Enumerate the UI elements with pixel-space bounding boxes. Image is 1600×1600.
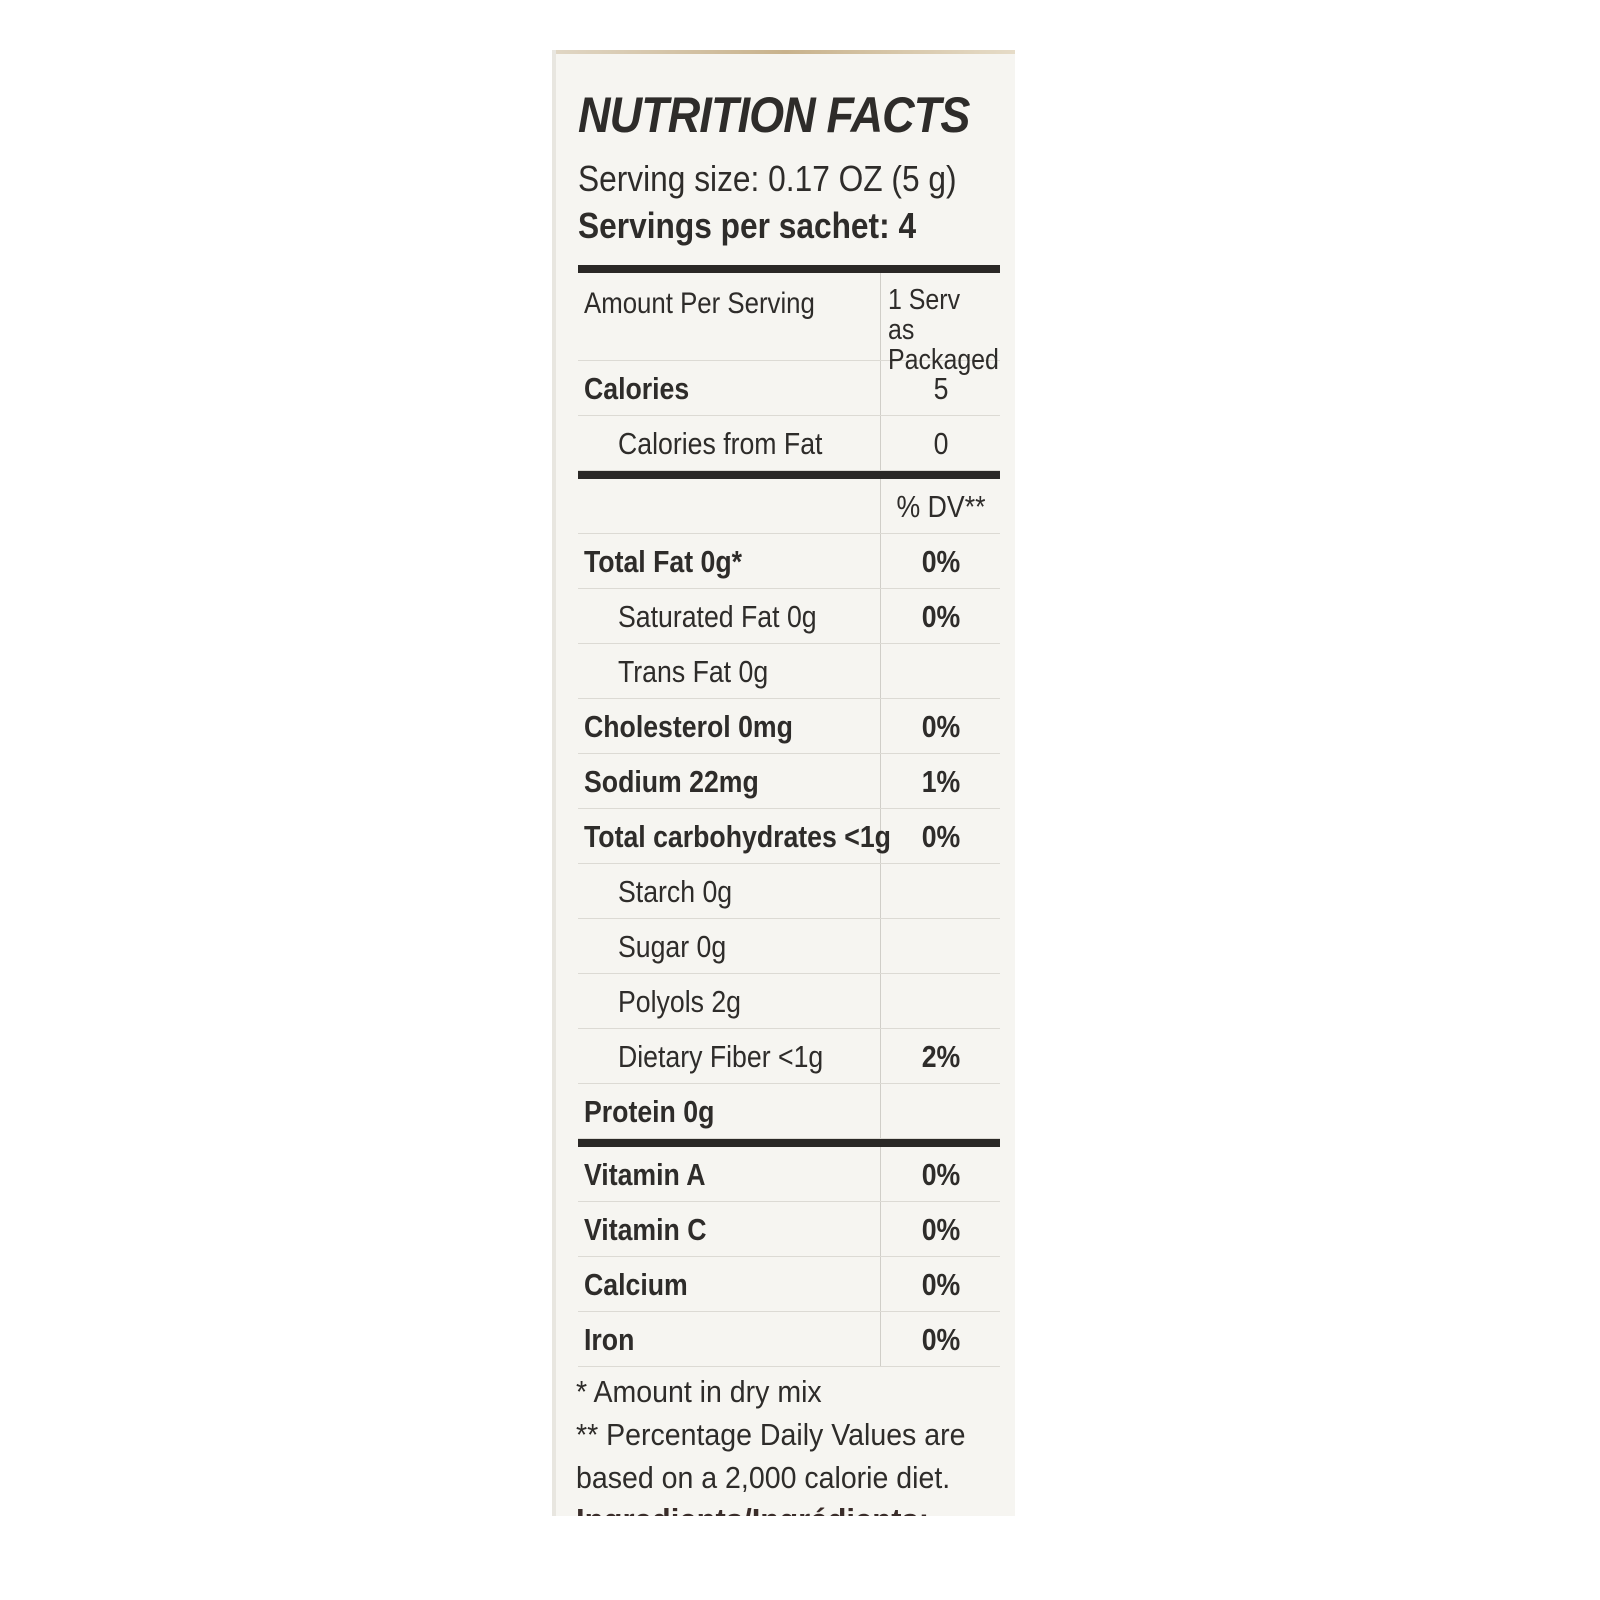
- nutrient-label: Iron: [584, 1322, 635, 1357]
- thick-divider: [578, 265, 1000, 273]
- nutrient-label: Sodium 22mg: [584, 764, 759, 799]
- nutrient-label: Calcium: [584, 1267, 688, 1302]
- nutrient-label: Dietary Fiber <1g: [618, 1039, 824, 1074]
- nutrient-label: Total carbohydrates <1g: [584, 819, 891, 854]
- nutrient-row: Iron 0%: [578, 1312, 1000, 1367]
- table-header-row: Amount Per Serving 1 Serv as Packaged: [578, 273, 1000, 375]
- nutrient-label: Saturated Fat 0g: [618, 599, 817, 634]
- nutrient-value: 0%: [921, 1157, 961, 1192]
- serving-column-header: 1 Serv as Packaged: [888, 284, 999, 376]
- nutrition-table: Amount Per Serving 1 Serv as Packaged Cal…: [578, 265, 1000, 1367]
- nutrient-row: Total carbohydrates <1g 0%: [578, 809, 1000, 864]
- nutrient-value: 0%: [921, 709, 961, 744]
- amount-per-serving-label: Amount Per Serving: [584, 287, 815, 320]
- nutrient-value: 5: [933, 371, 949, 406]
- nutrient-row: Sodium 22mg 1%: [578, 754, 1000, 809]
- nutrient-value: 0%: [921, 599, 961, 634]
- nutrient-row: Starch 0g: [578, 864, 1000, 919]
- nutrient-label: Starch 0g: [618, 874, 733, 909]
- dv-header: % DV**: [896, 489, 986, 524]
- nutrient-label: Trans Fat 0g: [618, 654, 769, 689]
- nutrient-label: Vitamin A: [584, 1157, 706, 1192]
- footnotes: * Amount in dry mix ** Percentage Daily …: [576, 1370, 965, 1499]
- nutrient-row: Vitamin A 0%: [578, 1147, 1000, 1202]
- label-title: NUTRITION FACTS: [578, 87, 970, 143]
- thick-divider: [578, 1139, 1000, 1147]
- nutrient-label: Total Fat 0g*: [584, 544, 742, 579]
- nutrient-row: Trans Fat 0g: [578, 644, 1000, 699]
- servings-per-container: Servings per sachet: 4: [578, 205, 917, 246]
- nutrient-value: 0%: [921, 1322, 961, 1357]
- nutrient-label: Protein 0g: [584, 1094, 715, 1129]
- nutrient-row: Vitamin C 0%: [578, 1202, 1000, 1257]
- nutrient-label: Calories: [584, 371, 690, 406]
- nutrient-label: Calories from Fat: [618, 426, 823, 461]
- nutrient-value: 0%: [921, 1212, 961, 1247]
- nutrient-value: 0%: [921, 1267, 961, 1302]
- nutrient-value: 1%: [921, 764, 961, 799]
- nutrient-value: 0%: [921, 819, 961, 854]
- nutrient-row: Calcium 0%: [578, 1257, 1000, 1312]
- footnote: based on a 2,000 calorie diet.: [576, 1460, 951, 1495]
- footnote: ** Percentage Daily Values are: [576, 1417, 966, 1452]
- nutrient-label: Cholesterol 0mg: [584, 709, 793, 744]
- package-edge: [556, 50, 1015, 54]
- nutrient-row: Saturated Fat 0g 0%: [578, 589, 1000, 644]
- nutrient-row: Protein 0g: [578, 1084, 1000, 1139]
- nutrition-label: NUTRITION FACTS Serving size: 0.17 OZ (5…: [552, 50, 1015, 1516]
- nutrient-row: Calories from Fat 0: [578, 416, 1000, 471]
- nutrient-row: Calories 5: [578, 361, 1000, 416]
- nutrient-label: Sugar 0g: [618, 929, 727, 964]
- nutrient-row: Dietary Fiber <1g 2%: [578, 1029, 1000, 1084]
- nutrient-row: Sugar 0g: [578, 919, 1000, 974]
- nutrient-value: 0%: [921, 544, 961, 579]
- nutrient-label: Polyols 2g: [618, 984, 742, 1019]
- thick-divider: [578, 471, 1000, 479]
- serving-size: Serving size: 0.17 OZ (5 g): [578, 158, 957, 199]
- nutrient-label: Vitamin C: [584, 1212, 707, 1247]
- ingredients-heading: Ingredients/Ingrédients:: [576, 1502, 929, 1516]
- nutrient-value: 0: [933, 426, 949, 461]
- nutrient-value: 2%: [921, 1039, 961, 1074]
- dv-header-row: % DV**: [578, 479, 1000, 534]
- nutrient-row: Cholesterol 0mg 0%: [578, 699, 1000, 754]
- footnote: * Amount in dry mix: [576, 1374, 822, 1409]
- nutrient-row: Total Fat 0g* 0%: [578, 534, 1000, 589]
- nutrient-row: Polyols 2g: [578, 974, 1000, 1029]
